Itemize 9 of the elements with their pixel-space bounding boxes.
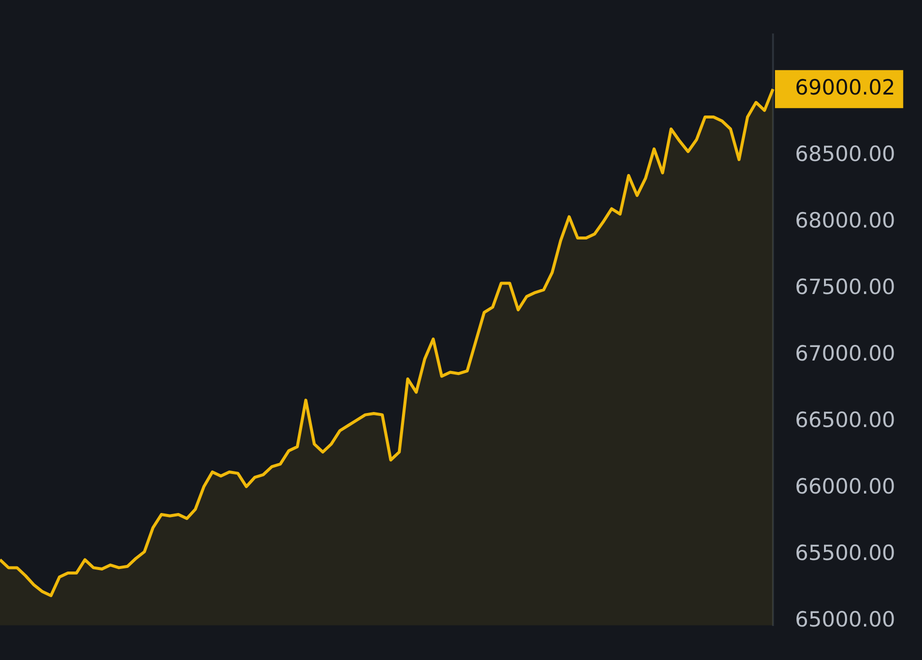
y-tick-label: 68500.00 — [795, 142, 896, 166]
y-tick-label: 65000.00 — [795, 607, 896, 632]
y-tick-label: 66500.00 — [795, 408, 896, 432]
y-tick-label: 66000.00 — [795, 474, 896, 498]
y-tick-label: 67000.00 — [795, 341, 896, 366]
text: 69000.02 — [795, 76, 896, 100]
y-tick-label: 65500.00 — [795, 540, 896, 565]
y-tick-label: 67500.00 — [795, 274, 896, 299]
y-tick-label: 68000.00 — [795, 208, 896, 233]
